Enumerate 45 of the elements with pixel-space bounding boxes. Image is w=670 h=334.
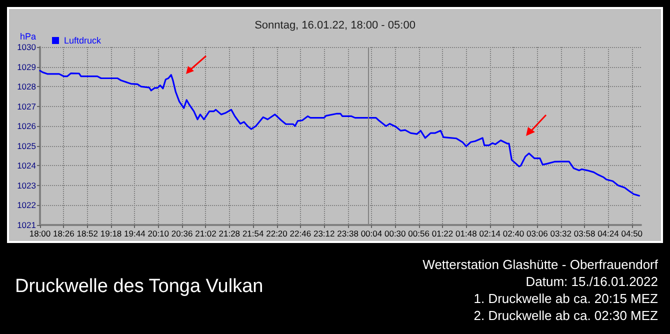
y-tick-label: 1026 [17, 121, 36, 132]
x-tick-label: 21:54 [242, 228, 264, 238]
text: Druckwelle des Tonga Vulkan [15, 276, 264, 298]
x-tick-label: 18:52 [76, 228, 98, 238]
y-tick-label: 1023 [17, 180, 36, 190]
x-tick-label: 03:32 [550, 228, 572, 238]
x-tick-label: 03:06 [526, 228, 548, 238]
y-tick-label: 1030 [17, 42, 36, 52]
x-tick-label: 21:28 [218, 228, 240, 238]
y-axis-title: hPa [20, 32, 36, 42]
x-tick-label: 21:02 [195, 228, 217, 238]
text: Wetterstation Glashütte - Oberfrauendorf [422, 256, 658, 273]
x-tick-label: 00:30 [384, 228, 406, 238]
x-tick-label: 04:50 [621, 228, 643, 238]
x-tick-label: 22:20 [266, 228, 288, 238]
x-tick-label: 19:18 [100, 228, 122, 238]
y-tick-label: 1027 [17, 101, 36, 112]
x-tick-label: 00:04 [360, 228, 382, 238]
y-tick-label: 1029 [17, 62, 36, 72]
y-tick-label: 1025 [17, 140, 36, 151]
x-tick-label: 23:12 [313, 228, 336, 238]
y-tick-label: 1021 [17, 220, 36, 230]
line-series [39, 70, 640, 197]
chart-subtitle: Sonntag, 16.01.22, 18:00 - 05:00 [254, 20, 416, 32]
x-tick-label: 01:22 [432, 228, 454, 238]
x-tick-label: 03:58 [574, 228, 596, 238]
x-tick-label: 04:24 [598, 228, 620, 238]
x-tick-label: 20:36 [171, 228, 193, 238]
text: Datum: 15./16.01.2022 [524, 273, 658, 290]
x-tick-label: 20:10 [148, 228, 170, 238]
x-tick-label: 00:56 [408, 228, 430, 238]
x-tick-label: 18:26 [53, 228, 75, 238]
x-tick-label: 23:38 [337, 228, 359, 238]
x-tick-label: 19:44 [124, 228, 146, 238]
y-tick-label: 1022 [17, 200, 36, 210]
x-tick-label: 18:00 [29, 228, 51, 238]
x-tick-label: 22:46 [290, 228, 312, 238]
legend-label: Luftdruck [64, 36, 102, 46]
y-tick-label: 1028 [17, 82, 36, 92]
y-tick-label: 1024 [17, 160, 36, 171]
x-tick-label: 02:14 [479, 228, 501, 238]
x-tick-label: 01:48 [456, 228, 478, 238]
text: 2. Druckwelle ab ca. 02:30 MEZ [472, 307, 658, 324]
x-tick-label: 02:40 [502, 228, 524, 238]
text: 1. Druckwelle ab ca. 20:15 MEZ [472, 290, 658, 307]
